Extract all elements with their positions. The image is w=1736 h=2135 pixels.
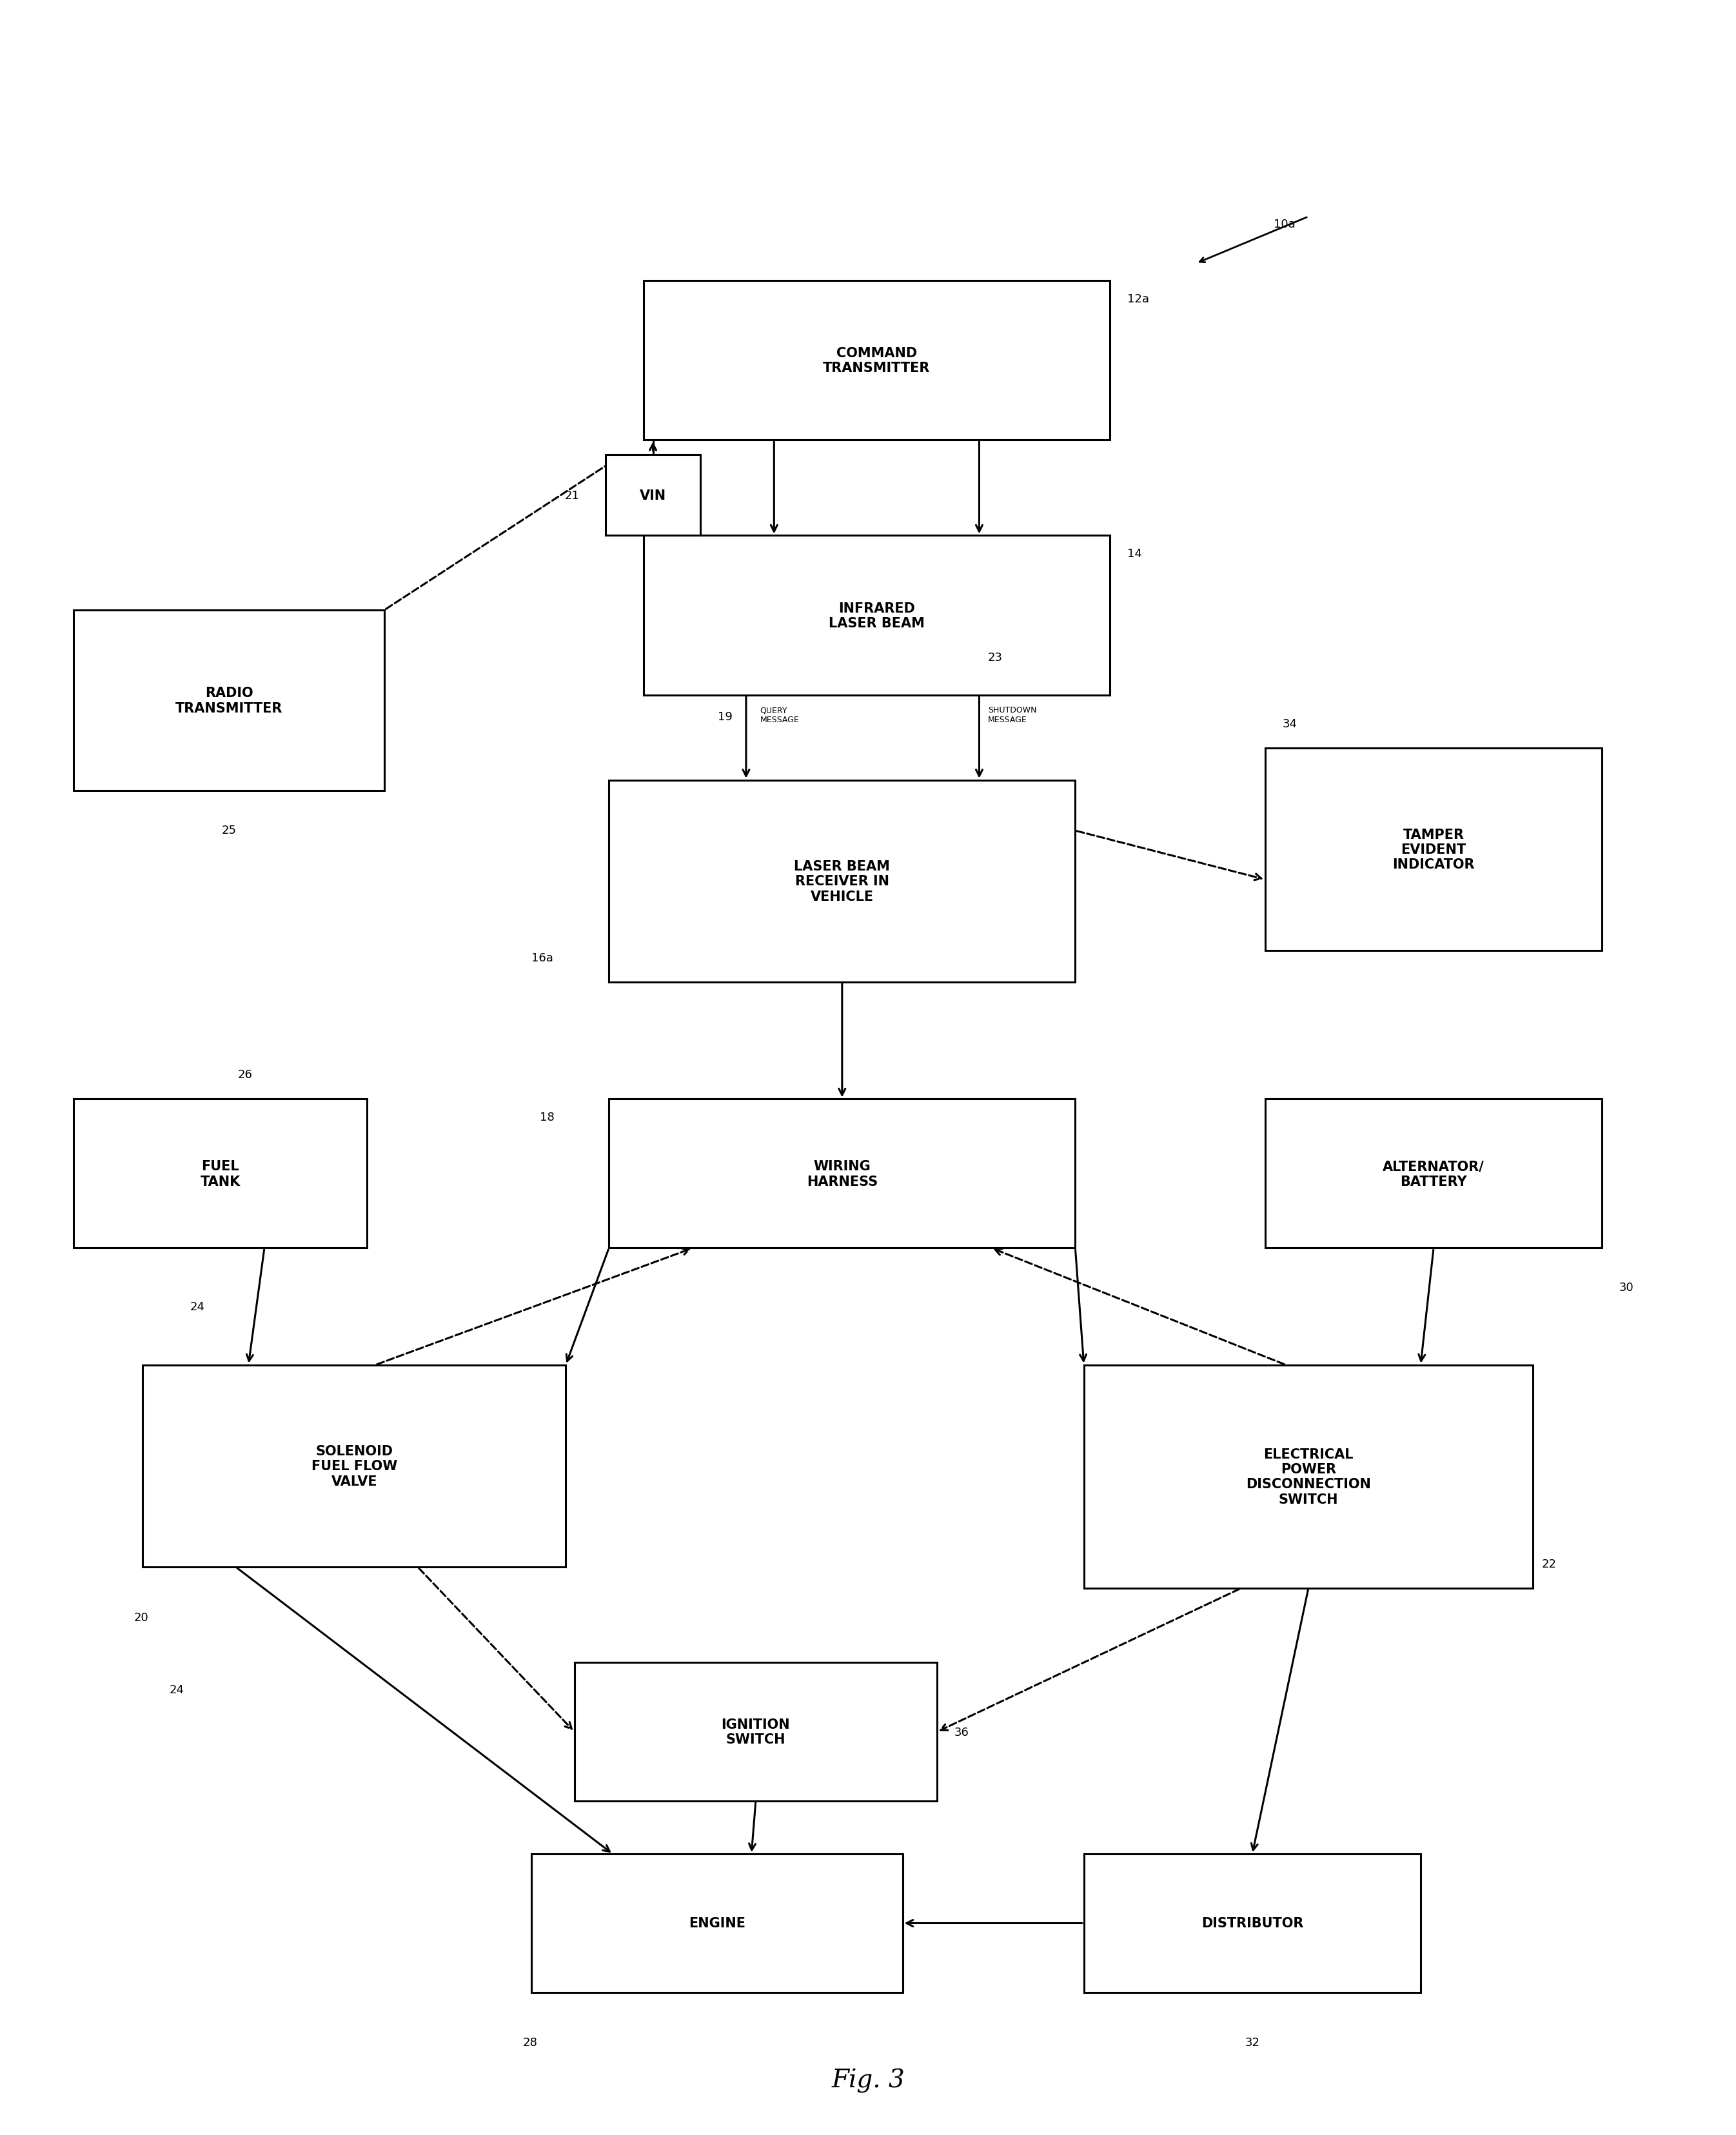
FancyBboxPatch shape [73,611,384,792]
Text: SOLENOID
FUEL FLOW
VALVE: SOLENOID FUEL FLOW VALVE [311,1445,398,1488]
FancyBboxPatch shape [531,1853,903,1992]
FancyBboxPatch shape [1083,1853,1420,1992]
Text: 25: 25 [222,824,236,837]
Text: IGNITION
SWITCH: IGNITION SWITCH [722,1719,790,1746]
Text: 10a: 10a [1274,218,1295,231]
Text: WIRING
HARNESS: WIRING HARNESS [807,1159,878,1187]
Text: FUEL
TANK: FUEL TANK [200,1159,240,1187]
Text: 21: 21 [564,489,580,502]
Text: 36: 36 [955,1725,969,1738]
Text: VIN: VIN [641,489,667,502]
FancyBboxPatch shape [644,536,1109,696]
Text: 19: 19 [717,711,733,722]
Text: 22: 22 [1542,1559,1557,1569]
Text: 32: 32 [1245,2037,1260,2047]
Text: 28: 28 [523,2037,538,2047]
Text: DISTRIBUTOR: DISTRIBUTOR [1201,1917,1304,1930]
Text: INFRARED
LASER BEAM: INFRARED LASER BEAM [828,602,925,630]
FancyBboxPatch shape [142,1364,566,1567]
FancyBboxPatch shape [609,781,1075,982]
FancyBboxPatch shape [606,455,701,536]
FancyBboxPatch shape [1266,1100,1602,1249]
Text: LASER BEAM
RECEIVER IN
VEHICLE: LASER BEAM RECEIVER IN VEHICLE [793,860,891,903]
Text: 23: 23 [988,651,1003,664]
Text: RADIO
TRANSMITTER: RADIO TRANSMITTER [175,687,283,715]
FancyBboxPatch shape [1083,1364,1533,1588]
FancyBboxPatch shape [73,1100,366,1249]
FancyBboxPatch shape [609,1100,1075,1249]
FancyBboxPatch shape [1266,749,1602,950]
Text: 18: 18 [540,1112,554,1123]
Text: SHUTDOWN
MESSAGE: SHUTDOWN MESSAGE [988,707,1036,724]
Text: 16a: 16a [531,952,554,963]
Text: 26: 26 [238,1070,252,1080]
Text: COMMAND
TRANSMITTER: COMMAND TRANSMITTER [823,346,930,374]
Text: Fig. 3: Fig. 3 [832,2069,904,2092]
Text: ELECTRICAL
POWER
DISCONNECTION
SWITCH: ELECTRICAL POWER DISCONNECTION SWITCH [1246,1448,1371,1505]
Text: 12a: 12a [1127,292,1149,305]
Text: 24: 24 [168,1685,184,1695]
Text: 20: 20 [134,1612,149,1623]
Text: ALTERNATOR/
BATTERY: ALTERNATOR/ BATTERY [1384,1159,1484,1187]
FancyBboxPatch shape [644,282,1109,440]
Text: 24: 24 [189,1300,205,1313]
Text: TAMPER
EVIDENT
INDICATOR: TAMPER EVIDENT INDICATOR [1392,828,1474,871]
Text: ENGINE: ENGINE [689,1917,745,1930]
FancyBboxPatch shape [575,1663,937,1802]
Text: QUERY
MESSAGE: QUERY MESSAGE [760,707,799,724]
Text: 30: 30 [1620,1281,1634,1294]
Text: 14: 14 [1127,549,1142,559]
Text: 34: 34 [1283,717,1297,730]
